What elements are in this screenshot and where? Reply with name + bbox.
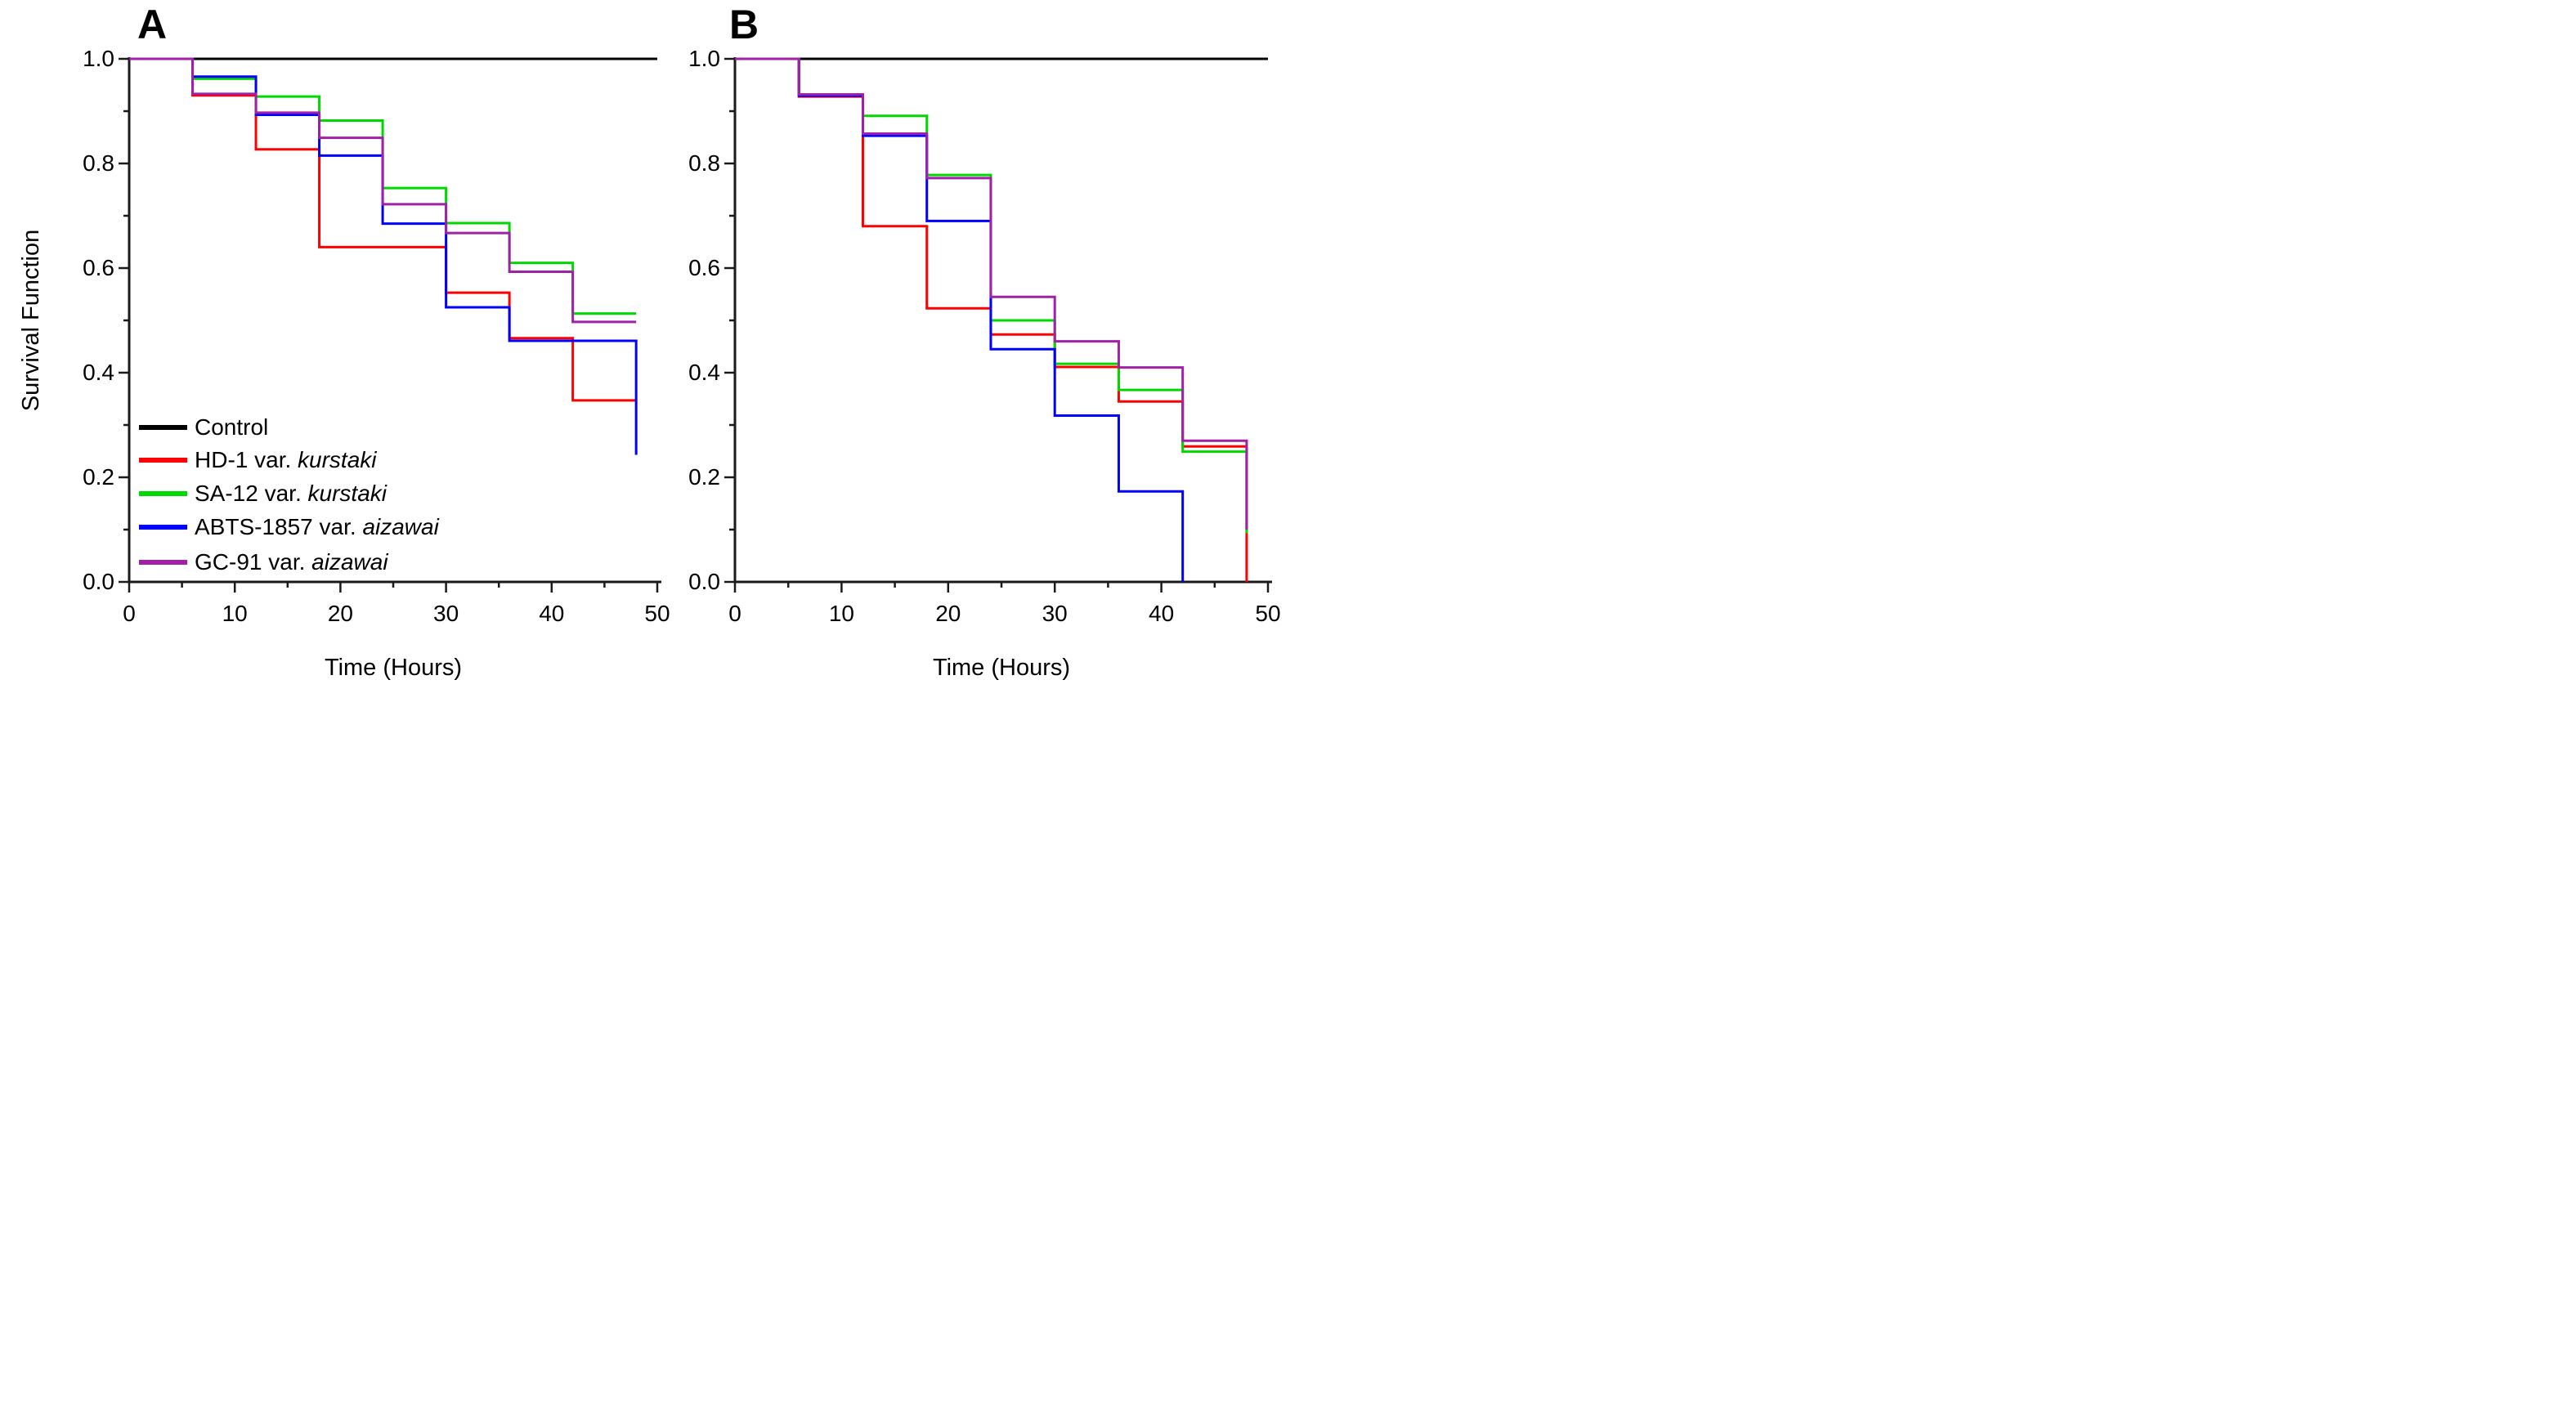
legend-swatch-abts1857	[139, 525, 187, 530]
y-tick-label-A-0.2: 0.2	[83, 464, 114, 490]
y-tick-label-A-0.4: 0.4	[83, 360, 114, 385]
x-tick-label-A-50: 50	[644, 601, 670, 626]
y-tick-label-B-0.4: 0.4	[688, 360, 720, 385]
x-tick-label-B-30: 30	[1042, 601, 1068, 626]
x-tick-label-B-0: 0	[728, 601, 741, 626]
legend-label-control: Control	[195, 414, 269, 440]
x-axis-title-B: Time (Hours)	[932, 655, 1071, 681]
x-tick-label-B-20: 20	[935, 601, 961, 626]
curve-A-abts1857	[129, 57, 638, 455]
legend-swatch-hd1	[139, 458, 187, 463]
y-tick-label-B-0.6: 0.6	[688, 255, 720, 280]
x-tick-label-B-40: 40	[1149, 601, 1175, 626]
y-tick-label-A-0.0: 0.0	[83, 569, 114, 594]
curve-A-gc91	[129, 57, 637, 324]
legend-swatch-sa12	[139, 491, 187, 496]
x-tick-label-B-50: 50	[1255, 601, 1281, 626]
legend-swatch-gc91	[139, 560, 187, 565]
y-tick-label-B-1.0: 1.0	[688, 46, 720, 71]
legend-label-sa12: SA-12 var.	[195, 481, 308, 506]
x-tick-label-A-40: 40	[539, 601, 565, 626]
x-tick-label-A-30: 30	[433, 601, 459, 626]
y-tick-label-B-0.0: 0.0	[688, 569, 720, 594]
x-axis-title-A: Time (Hours)	[324, 655, 463, 681]
y-tick-label-A-0.6: 0.6	[83, 255, 114, 280]
x-tick-label-A-0: 0	[123, 601, 136, 626]
legend-label-abts1857: ABTS-1857 var.	[195, 514, 363, 539]
curve-B-gc91	[735, 57, 1248, 530]
y-tick-label-B-0.2: 0.2	[688, 464, 720, 490]
x-tick-label-A-10: 10	[222, 601, 248, 626]
x-tick-label-A-20: 20	[327, 601, 353, 626]
legend-swatch-control	[139, 425, 187, 430]
y-tick-label-B-0.8: 0.8	[688, 150, 720, 176]
legend-label-hd1: HD-1 var.	[195, 447, 298, 472]
chart-canvas	[119, 57, 1272, 593]
curve-B-abts1857	[735, 57, 1185, 582]
panel-letter-A: A	[137, 2, 168, 47]
x-tick-label-B-10: 10	[828, 601, 854, 626]
y-tick-label-A-1.0: 1.0	[83, 46, 114, 71]
figure-survival-curves: Survival Function Control HD-1 var. kurs…	[0, 0, 1288, 704]
legend-label-gc91: GC-91 var.	[195, 549, 312, 575]
y-tick-label-A-0.8: 0.8	[83, 150, 114, 176]
panel-letter-B: B	[729, 2, 759, 47]
y-axis-title: Survival Function	[18, 229, 44, 412]
curve-A-hd1	[129, 57, 637, 402]
